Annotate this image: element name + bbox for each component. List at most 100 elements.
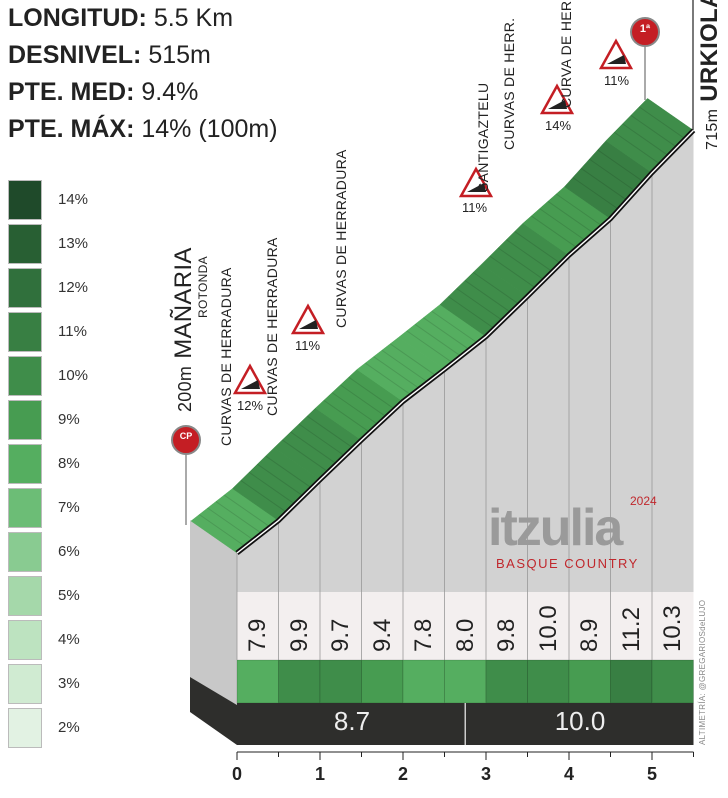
legend-swatch [8,312,42,352]
road-stripe [514,231,561,264]
road-stripe [472,271,520,305]
road-stripe [265,455,312,489]
road-stripe [240,480,288,513]
legend-label: 14% [58,191,89,208]
slope-glyph-icon [548,100,567,109]
legend-swatch [8,488,42,528]
legend-label: 6% [58,543,80,560]
segment-gradient-label: 8.9 [576,618,603,652]
segment-gradient-label: 7.8 [410,618,437,652]
slope-glyph-icon [467,183,486,192]
gradient-bar [319,659,362,704]
cp-badge-text: CP [179,431,193,441]
gradient-bar [361,659,404,704]
road-stripe [531,215,578,249]
road-stripe [406,330,454,364]
road-stripe [431,310,478,344]
warning-pct-1: 12% [237,398,264,413]
stat-max-gradient: PTE. MÁX: 14% (100m) [8,115,278,143]
road-stripe [456,288,503,321]
x-tick-label: 0 [231,764,243,784]
legend-label: 12% [58,279,89,296]
start-label: 200m MAÑARIA [170,247,197,412]
legend-swatch [8,180,42,220]
road-stripe [506,239,553,273]
legend-swatch [8,620,42,660]
legend-swatch [8,576,42,616]
road-stripe [331,392,379,426]
rotonda-label: ROTONDA [196,256,210,318]
segment-gradient-label: 7.9 [244,618,271,652]
road-stripe [282,439,329,473]
legend-label: 2% [58,719,80,736]
x-tick-label: 5 [646,764,658,784]
segment-gradient-label: 9.9 [285,618,313,652]
legend-swatch [8,532,42,572]
road-stripe [589,158,636,192]
road-stripe [348,376,395,410]
profile-area [237,130,694,592]
road-stripe [323,399,371,433]
gradient-bar [568,659,611,704]
gradient-bar [610,659,653,704]
segment-gradient-label: 9.7 [327,618,354,652]
legend-swatch [8,708,42,748]
side-face [190,520,237,705]
road-stripe [373,356,420,390]
stat-avg-gradient: PTE. MED: 9.4% [8,78,199,106]
road-stripe [638,106,686,140]
road-stripe [365,362,412,396]
warning-pct-3: 11% [462,200,488,215]
curvas-label-4: CURVAS DE HERR. [501,17,517,150]
legend-swatch [8,268,42,308]
road-stripe [248,471,296,505]
x-tick-label: 2 [397,764,409,784]
slope-glyph-icon [299,320,318,329]
segment-gradient-label: 11.2 [617,607,645,652]
santigaztelu-label: SANTIGAZTELU [475,82,491,192]
road-stripe [381,349,429,383]
values-panel [237,592,694,660]
segment-gradient-label: 10.0 [534,605,562,652]
road-stripe [414,323,462,357]
side-face-dark [190,677,237,745]
warning-pct-5: 11% [604,73,630,88]
curvas-label-2: CURVAS DE HERRADURA [264,237,280,416]
legend-swatch [8,356,42,396]
segment-gradient-label: 10.3 [659,605,686,652]
slope-glyph-icon [607,55,626,64]
x-tick-label: 1 [314,764,326,784]
road-stripe [223,494,271,528]
road-stripe [306,415,354,449]
sector-avg-1: 8.7 [333,706,371,736]
road-stripe [257,463,304,497]
finish-label: 715m URKIOLA [696,0,723,150]
cp-badge-icon [171,425,201,455]
gradient-bar [278,659,321,704]
gradient-bar [527,659,570,704]
road-stripe [340,384,387,418]
road-stripe [572,177,620,210]
road-stripe [423,317,470,351]
road-stripe [389,343,437,377]
warning-pct-2: 11% [295,338,321,353]
warning-pct-4: 14% [545,118,572,133]
road-stripe [614,131,661,165]
x-tick-label: 3 [480,764,492,784]
logo-subtitle: BASQUE COUNTRY [496,556,639,571]
road-stripe [580,167,628,201]
gradient-bar [651,659,694,704]
category-badge-text: 1ª [639,23,651,35]
road-stripe [555,193,603,227]
road-stripe [497,247,545,281]
curva-label-5: CURVA DE HERR. [558,0,574,108]
x-tick-label: 4 [563,764,575,784]
legend-label: 8% [58,455,80,472]
legend-label: 4% [58,631,80,648]
segment-gradient-label: 9.8 [493,618,520,652]
curvas-label-1: CURVAS DE HERRADURA [218,267,234,446]
profile-edge-highlight [236,129,694,554]
road-stripe [199,514,246,547]
category-badge-icon [630,17,660,47]
legend-swatch [8,664,42,704]
